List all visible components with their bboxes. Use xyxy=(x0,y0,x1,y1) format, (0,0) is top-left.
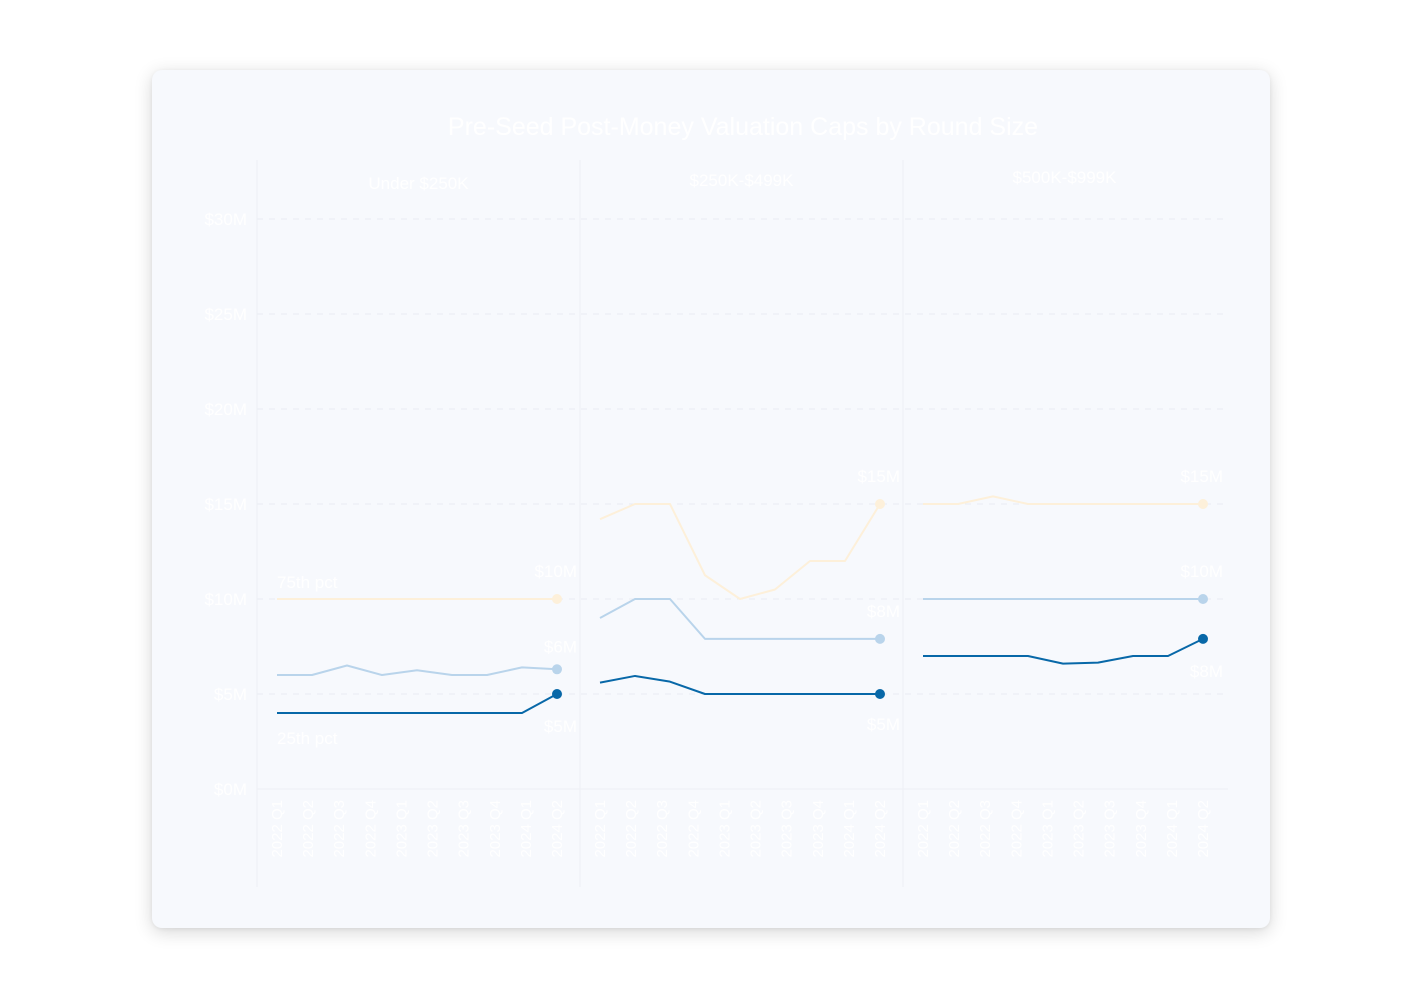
end-point-p75 xyxy=(875,499,885,509)
end-point-median xyxy=(552,664,562,675)
y-tick-label: $10M xyxy=(204,590,247,609)
x-tick-label: 2024 Q2 xyxy=(1195,800,1212,858)
x-tick-label: 2022 Q1 xyxy=(592,800,609,858)
series-line-median xyxy=(599,598,880,640)
y-axis: $0M $5M $10M $15M $20M $25M $30M xyxy=(204,210,247,799)
facet-title: $250K-$499K xyxy=(690,171,795,190)
x-tick-label: 2023 Q4 xyxy=(487,800,504,858)
y-tick-label: $25M xyxy=(204,305,247,324)
y-tick-label: $0M xyxy=(214,780,247,799)
y-tick-label: $20M xyxy=(204,400,247,419)
x-tick-label: 2023 Q3 xyxy=(779,800,796,858)
x-tick-label: 2022 Q3 xyxy=(977,800,994,858)
series-label-p25: 25th pct xyxy=(277,729,338,748)
facet-title: $500K-$999K xyxy=(1013,168,1118,187)
series-line-p25 xyxy=(923,638,1204,665)
x-tick-label: 2024 Q2 xyxy=(549,800,566,858)
series-line-p25 xyxy=(599,674,880,695)
end-label-median: $10M xyxy=(1180,562,1223,581)
x-tick-label: 2022 Q1 xyxy=(915,800,932,858)
chart-card xyxy=(152,70,1270,928)
end-point-p25 xyxy=(875,689,885,699)
x-tick-label: 2022 Q1 xyxy=(269,800,286,858)
facet-panel: $250K-$499K 2022 Q1 2022 Q2 2022 Q3 2022 Q4 2… xyxy=(579,160,900,887)
x-tick-label: 2023 Q2 xyxy=(748,800,765,858)
x-tick-label: 2022 Q3 xyxy=(654,800,671,858)
facet-panel: $500K-$999K 2022 Q1 2022 Q2 2022 Q3 2022 Q4 2… xyxy=(902,160,1223,887)
end-label-p75: $15M xyxy=(857,467,900,486)
end-point-p25 xyxy=(552,689,562,699)
end-label-p25: $8M xyxy=(1190,662,1223,681)
end-label-p25: $5M xyxy=(867,715,900,734)
end-label-median: $6M xyxy=(544,637,577,656)
series-line-p25 xyxy=(277,693,558,714)
x-tick-label: 2023 Q4 xyxy=(1133,800,1150,858)
end-label-p75: $10M xyxy=(534,562,577,581)
facet-title: Under $250K xyxy=(368,174,469,193)
x-tick-label: 2024 Q1 xyxy=(841,800,858,858)
x-tick-label: 2022 Q2 xyxy=(623,800,640,858)
y-tick-label: $15M xyxy=(204,495,247,514)
series-label-p75: 75th pct xyxy=(277,573,338,592)
series-line-p75 xyxy=(599,503,881,600)
end-label-p75: $15M xyxy=(1180,467,1223,486)
x-tick-label: 2022 Q2 xyxy=(300,800,317,858)
end-point-median xyxy=(875,633,885,644)
x-tick-label: 2022 Q4 xyxy=(1008,800,1025,858)
x-tick-label: 2024 Q2 xyxy=(872,800,889,858)
x-tick-label: 2023 Q1 xyxy=(1039,800,1056,858)
x-tick-label: 2024 Q1 xyxy=(518,800,535,858)
chart-title: Pre-Seed Post-Money Valuation Caps by Ro… xyxy=(448,113,1038,141)
x-tick-label: 2023 Q1 xyxy=(393,800,410,858)
x-tick-label: 2023 Q2 xyxy=(1071,800,1088,858)
end-label-median: $8M xyxy=(867,602,900,621)
x-tick-label: 2023 Q3 xyxy=(456,800,473,858)
series-line-p75 xyxy=(923,495,1203,505)
x-tick-label: 2023 Q2 xyxy=(425,800,442,858)
end-label-p25: $5M xyxy=(544,717,577,736)
x-tick-label: 2022 Q3 xyxy=(331,800,348,858)
end-point-p75 xyxy=(1198,499,1208,509)
facets-layer: Under $250K 2022 Q1 2022 Q2 2022 Q3 2022 Q4 2… xyxy=(256,160,1223,887)
x-tick-label: 2023 Q4 xyxy=(810,800,827,858)
x-tick-label: 2024 Q1 xyxy=(1164,800,1181,858)
y-tick-label: $30M xyxy=(204,210,247,229)
end-point-p75 xyxy=(552,594,562,604)
x-tick-label: 2023 Q3 xyxy=(1102,800,1119,858)
x-tick-label: 2022 Q2 xyxy=(946,800,963,858)
x-tick-label: 2022 Q4 xyxy=(685,800,702,858)
x-tick-label: 2023 Q1 xyxy=(716,800,733,858)
end-point-p25 xyxy=(1198,633,1208,644)
y-tick-label: $5M xyxy=(214,685,247,704)
facet-panel: Under $250K 2022 Q1 2022 Q2 2022 Q3 2022 Q4 2… xyxy=(256,160,577,887)
end-point-median xyxy=(1198,594,1208,604)
x-tick-label: 2022 Q4 xyxy=(362,800,379,858)
